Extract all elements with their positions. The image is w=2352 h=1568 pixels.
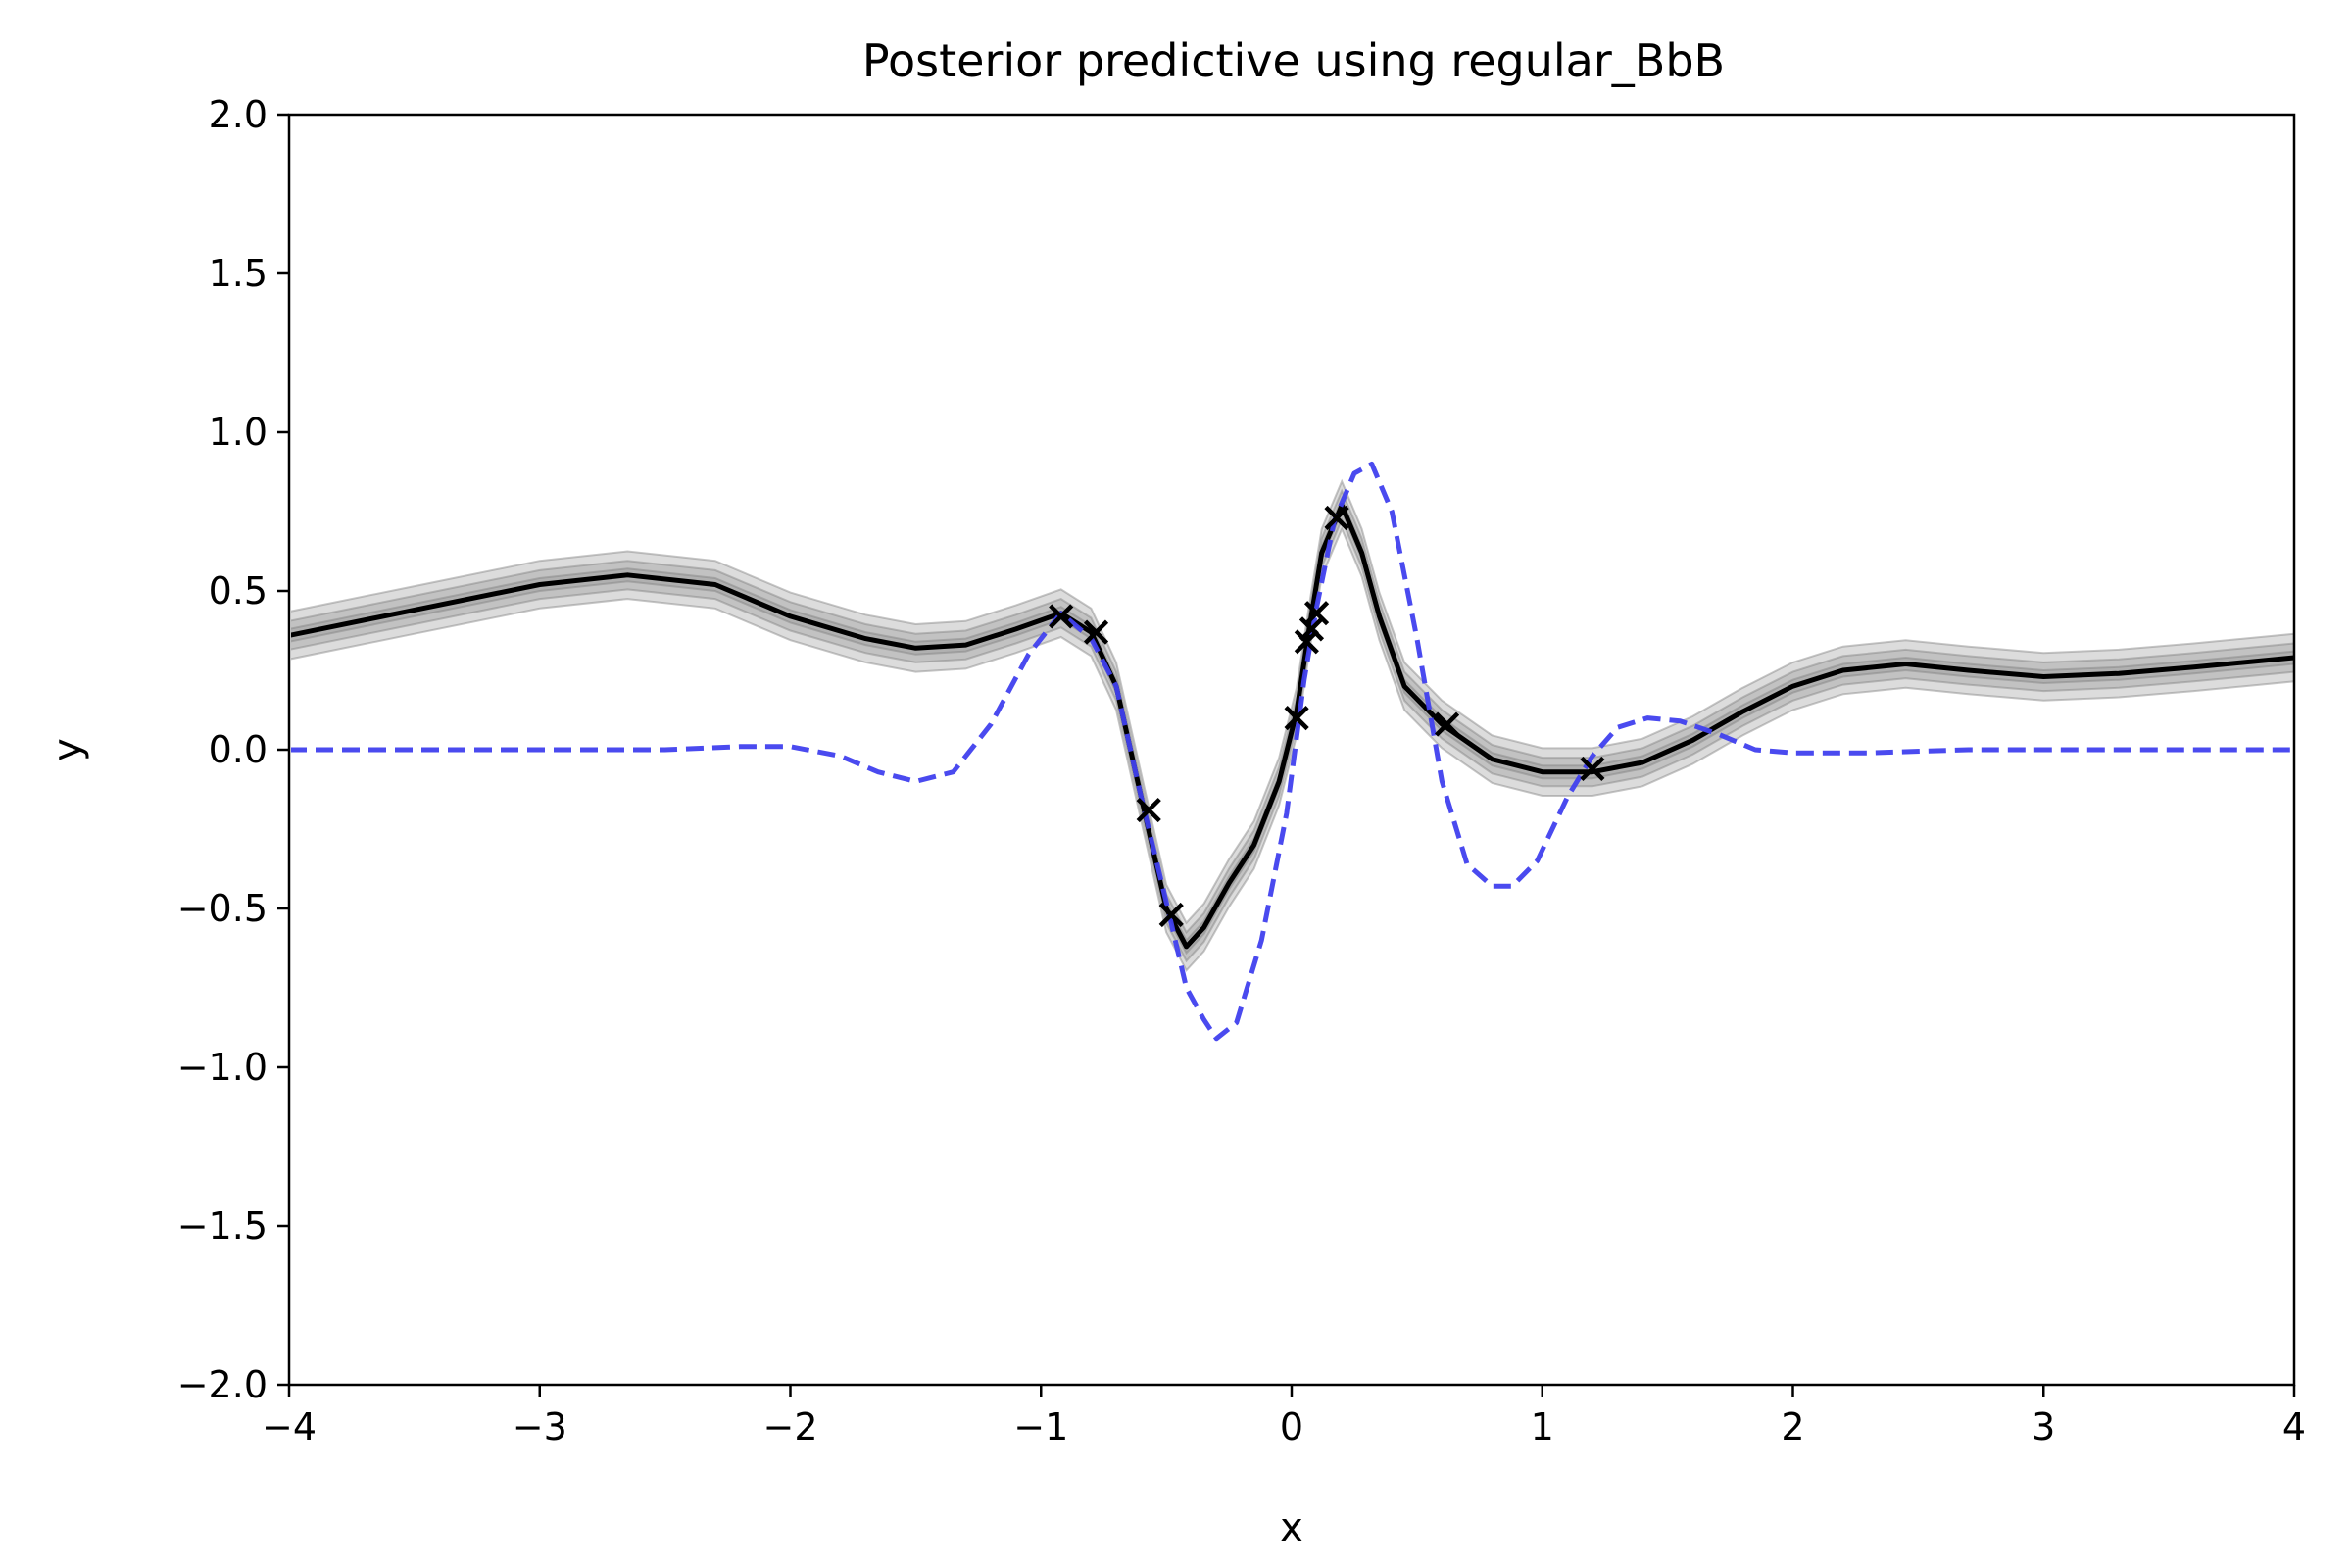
observation-point [1284,706,1309,731]
x-axis-label: x [1280,1505,1303,1550]
x-tick-label: −4 [262,1405,317,1448]
observation-point [1434,711,1460,737]
y-tick-label: −2.0 [177,1363,268,1406]
y-tick-label: −1.0 [177,1046,268,1089]
x-tick-label: −2 [762,1405,817,1448]
y-tick-label: 0.5 [209,569,268,612]
observation-point [1298,616,1325,642]
posterior-mean-line [291,503,2295,950]
chart-title: Posterior predictive using regular_BbB [862,34,1725,87]
series-lines [291,461,2295,1042]
x-tick-label: 4 [2282,1405,2306,1448]
observation-point [1580,756,1605,782]
observation-point [1136,797,1161,823]
y-tick-label: 1.5 [209,252,268,295]
x-tick-label: 2 [1781,1405,1804,1448]
y-tick-label: −1.5 [177,1204,268,1248]
x-tick-label: 1 [1531,1405,1554,1448]
true-function-line [291,461,2294,1042]
observation-point [1083,619,1109,645]
x-tick-label: −3 [513,1405,567,1448]
y-tick-label: 2.0 [209,93,268,136]
observation-point [1294,629,1319,655]
observation-point [1049,604,1074,629]
observation-markers [1049,505,1605,928]
observation-point [1303,601,1330,626]
y-axis-label: y [45,738,90,761]
x-tick-label: 0 [1280,1405,1303,1448]
y-tick-label: −0.5 [177,887,268,930]
x-tick-label: 3 [2032,1405,2055,1448]
observation-point [1324,505,1349,531]
x-tick-label: −1 [1013,1405,1068,1448]
y-tick-label: 0.0 [209,728,268,771]
observation-point [1158,902,1184,928]
y-axis-ticks: −2.0 −1.5 −1.0 −0.5 0.0 0.5 1.0 1.5 2.0 [177,93,289,1406]
y-tick-label: 1.0 [209,411,268,454]
x-axis-ticks: −4 −3 −2 −1 0 1 2 3 4 [262,1385,2306,1448]
